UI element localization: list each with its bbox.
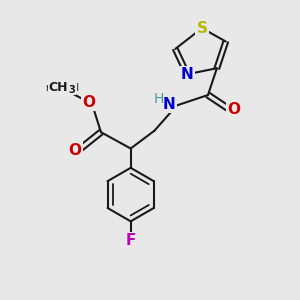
Text: N: N [181, 67, 194, 82]
Text: O: O [227, 102, 240, 117]
Text: methyl: methyl [45, 82, 80, 93]
Text: H: H [153, 92, 164, 106]
Text: O: O [69, 142, 82, 158]
Text: F: F [125, 233, 136, 248]
Text: CH: CH [49, 81, 68, 94]
Text: N: N [163, 97, 176, 112]
Text: S: S [196, 21, 208, 36]
Text: 3: 3 [69, 85, 76, 95]
Text: O: O [82, 95, 96, 110]
